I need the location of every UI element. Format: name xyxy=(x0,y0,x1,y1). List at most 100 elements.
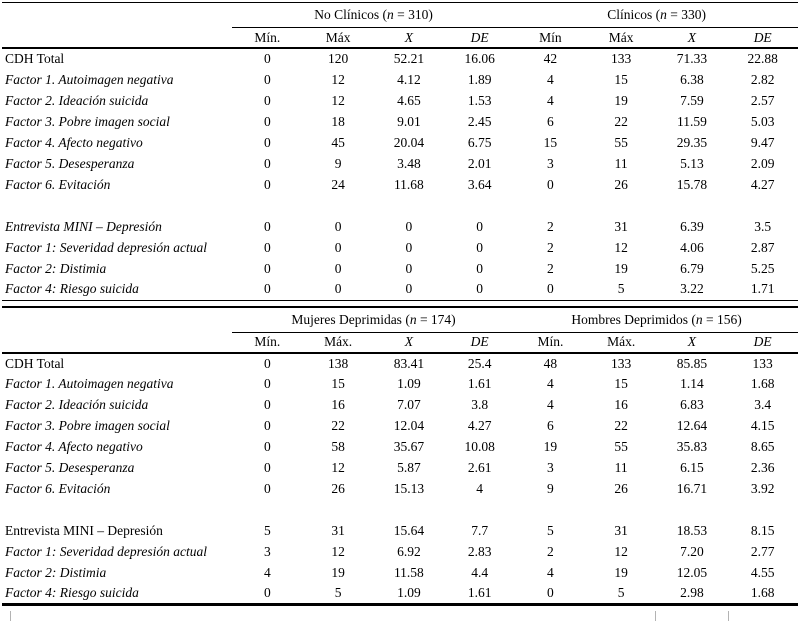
value-cell: 0 xyxy=(547,585,554,601)
value-cell: 55 xyxy=(614,439,628,455)
value-cell: 0 xyxy=(334,260,342,276)
value-cell: 120 xyxy=(328,51,349,67)
group-header-row: No Clínicos (n = 310) Clínicos (n = 330) xyxy=(2,2,799,28)
row-label: Factor 2. Ideación suicida xyxy=(5,92,149,108)
value-cell: 2.98 xyxy=(680,585,704,601)
value-cell: 7.59 xyxy=(680,92,704,108)
row-label: Factor 3. Pobre imagen social xyxy=(5,113,170,129)
value-cell: 0 xyxy=(264,92,271,108)
value-cell: 12.04 xyxy=(393,418,425,434)
value-cell: 16.71 xyxy=(676,481,708,497)
value-cell: 0 xyxy=(264,218,271,234)
corner-cell xyxy=(2,27,232,49)
row-label: Factor 5. Desesperanza xyxy=(5,460,135,476)
value-cell: 2.87 xyxy=(750,239,775,255)
table-row: CDH Total 0 120 52.21 16.06 42 133 71.33 22.88 xyxy=(2,48,798,69)
value-cell: 5.13 xyxy=(680,155,704,171)
row-label: Factor 5. Desesperanza xyxy=(5,155,135,171)
value-cell: 12 xyxy=(614,544,628,560)
value-cell: 11 xyxy=(614,155,628,171)
value-cell: 3.5 xyxy=(754,218,772,234)
column-header: DE xyxy=(444,27,516,49)
value-cell: 0 xyxy=(476,260,484,276)
value-cell: 19 xyxy=(614,260,628,276)
spacer-cell xyxy=(2,500,798,521)
value-cell: 15.13 xyxy=(393,481,425,497)
value-cell: 0 xyxy=(334,218,342,234)
value-cell: 11.68 xyxy=(393,176,424,192)
value-cell: 48 xyxy=(543,355,558,371)
value-cell: 0 xyxy=(264,439,271,455)
value-cell: 2.36 xyxy=(750,460,775,476)
value-cell: 4.15 xyxy=(750,418,775,434)
row-label: Factor 6. Evitación xyxy=(5,481,111,497)
value-cell: 4 xyxy=(476,481,483,497)
value-cell: 15 xyxy=(543,134,558,150)
value-cell: 0 xyxy=(334,281,342,297)
table-row: Factor 1. Autoimagen negativa 0 15 1.09 1.61… xyxy=(2,374,798,395)
table-row: Factor 5. Desesperanza 0 12 5.87 2.61 3 11 6.15… xyxy=(2,458,798,479)
value-cell: 0 xyxy=(264,397,271,413)
column-header: Mín. xyxy=(515,332,586,354)
value-cell: 8.65 xyxy=(750,439,775,455)
value-cell: 4.4 xyxy=(471,565,489,581)
value-cell: 19 xyxy=(614,92,628,108)
value-cell: 1.09 xyxy=(397,585,421,601)
row-label: CDH Total xyxy=(5,355,65,371)
value-cell: 42 xyxy=(543,51,558,67)
value-cell: 133 xyxy=(611,51,632,67)
value-cell: 5.25 xyxy=(750,260,775,276)
corner-cell xyxy=(2,307,232,333)
group-header-row: Mujeres Deprimidas (n = 174) Hombres Depr… xyxy=(2,306,799,333)
value-cell: 15 xyxy=(614,71,628,87)
value-cell: 2.09 xyxy=(750,155,775,171)
column-header: Máx xyxy=(302,27,374,49)
value-cell: 9 xyxy=(334,155,342,171)
column-header-row: Mín. Máx. X DE Mín. Máx. X DE xyxy=(2,332,799,354)
value-cell: 0 xyxy=(405,239,413,255)
value-cell: 2.01 xyxy=(467,155,492,171)
column-header: Mín. xyxy=(232,27,303,49)
value-cell: 58 xyxy=(331,439,345,455)
value-cell: 5 xyxy=(334,585,342,601)
value-cell: 5 xyxy=(617,585,625,601)
row-label: CDH Total xyxy=(5,51,65,67)
value-cell: 0 xyxy=(405,218,413,234)
value-cell: 19 xyxy=(614,565,628,581)
value-cell: 9 xyxy=(547,481,554,497)
value-cell: 0 xyxy=(476,281,484,297)
row-label: Factor 4. Afecto negativo xyxy=(5,134,143,150)
value-cell: 3.4 xyxy=(754,397,772,413)
value-cell: 12 xyxy=(331,71,345,87)
value-cell: 0 xyxy=(264,481,271,497)
value-cell: 2.45 xyxy=(467,113,492,129)
value-cell: 16.06 xyxy=(464,51,495,67)
value-cell: 18.53 xyxy=(676,523,708,539)
column-header: DE xyxy=(444,332,516,354)
value-cell: 1.68 xyxy=(750,376,775,392)
value-cell: 0 xyxy=(264,418,271,434)
column-header: DE xyxy=(727,27,799,49)
table-row: Factor 1: Severidad depresión actual 0 0 0 0… xyxy=(2,237,798,258)
value-cell: 2 xyxy=(547,260,554,276)
value-cell: 0 xyxy=(264,155,271,171)
value-cell: 6.92 xyxy=(397,544,421,560)
value-cell: 19 xyxy=(331,565,345,581)
value-cell: 31 xyxy=(614,218,628,234)
value-cell: 3 xyxy=(547,155,554,171)
descriptives-table-deprimidos: Mujeres Deprimidas (n = 174) Hombres Depr… xyxy=(2,305,799,606)
value-cell: 15 xyxy=(331,376,345,392)
value-cell: 4 xyxy=(547,397,554,413)
value-cell: 12.64 xyxy=(676,418,708,434)
value-cell: 0 xyxy=(547,176,554,192)
row-label: Factor 2: Distimia xyxy=(5,260,107,276)
table-row: CDH Total 0 138 83.41 25.4 48 133 85.85 133 xyxy=(2,353,798,374)
value-cell: 6 xyxy=(547,113,554,129)
value-cell: 26 xyxy=(614,176,628,192)
value-cell: 4.06 xyxy=(680,239,704,255)
row-label: Factor 1: Severidad depresión actual xyxy=(5,239,207,255)
value-cell: 1.68 xyxy=(750,585,775,601)
cutoff-cell-border xyxy=(655,611,656,621)
row-label: Factor 4: Riesgo suicida xyxy=(5,281,139,297)
value-cell: 45 xyxy=(331,134,345,150)
